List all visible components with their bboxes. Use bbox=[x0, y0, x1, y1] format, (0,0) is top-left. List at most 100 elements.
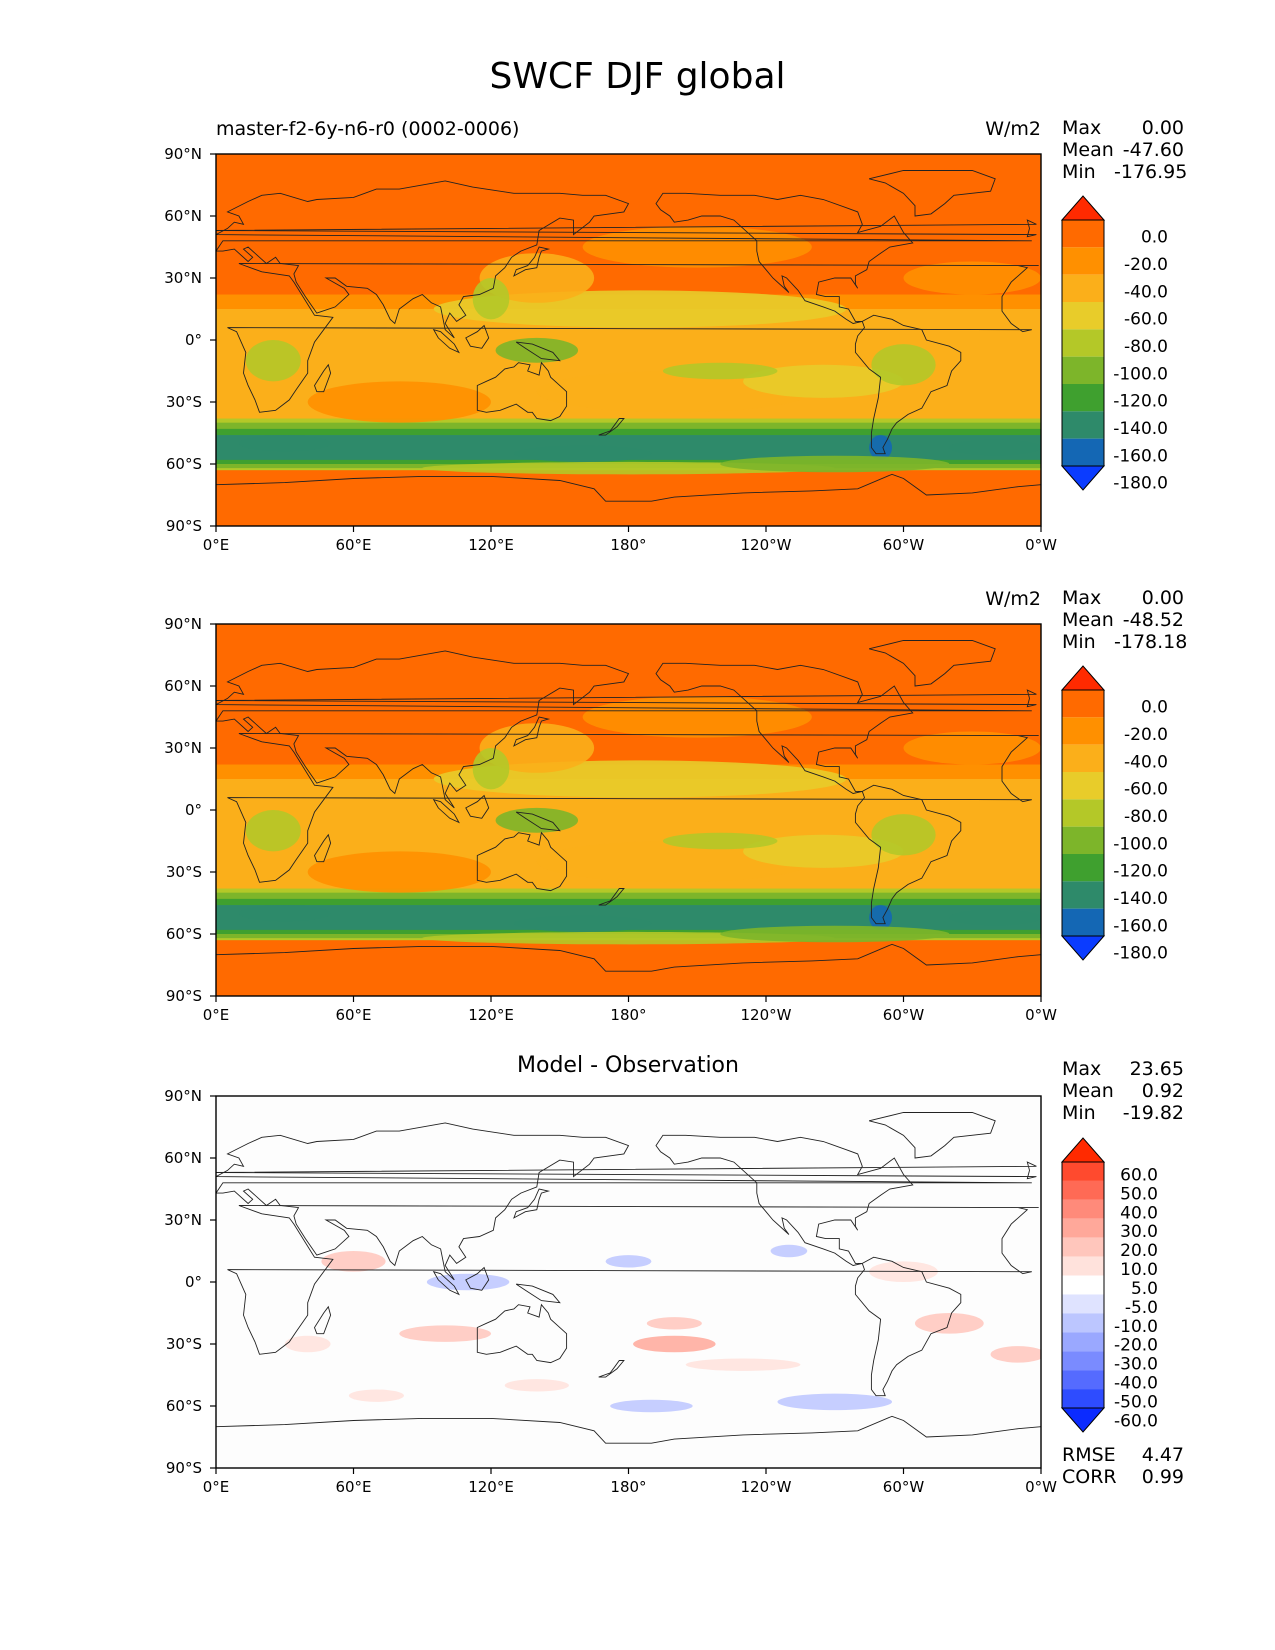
colorbar-swatch bbox=[1062, 881, 1104, 909]
colorbar-swatch bbox=[1062, 220, 1104, 248]
lat-tick-label: 60°S bbox=[166, 1397, 202, 1415]
lat-tick-label: 30°N bbox=[164, 739, 202, 757]
lat-tick-label: 60°S bbox=[166, 455, 202, 473]
panel-units: W/m2 bbox=[985, 588, 1041, 610]
colorbar-level-label: -40.0 bbox=[1124, 282, 1168, 302]
lon-tick-label: 120°W bbox=[741, 536, 792, 554]
colorbar-level-label: -20.0 bbox=[1124, 725, 1168, 745]
colorbar-level-label: -180.0 bbox=[1113, 474, 1168, 494]
colorbar-level-label: -80.0 bbox=[1124, 807, 1168, 827]
map-panel-diff: Model - Observation 90°N 60°N 30°N 0° 30°S 60… bbox=[164, 1053, 1158, 1496]
lon-tick-label: 60°E bbox=[335, 1478, 371, 1496]
colorbar-swatch bbox=[1062, 1351, 1104, 1371]
colorbar-extend-bottom bbox=[1060, 1407, 1106, 1433]
lon-tick-label: 120°W bbox=[741, 1006, 792, 1024]
colorbar-swatch bbox=[1062, 274, 1104, 302]
colorbar-extend-top bbox=[1060, 665, 1106, 691]
colorbar-extend-bottom bbox=[1060, 465, 1106, 491]
colorbar-level-label: -100.0 bbox=[1113, 834, 1168, 854]
colorbar-swatch bbox=[1062, 1162, 1104, 1181]
lon-tick-label: 180° bbox=[610, 1006, 646, 1024]
colorbar-swatch bbox=[1062, 1370, 1104, 1390]
contour-field bbox=[216, 624, 1041, 996]
lat-tick-label: 90°S bbox=[166, 987, 202, 1005]
colorbar-level-label: -20.0 bbox=[1124, 255, 1168, 275]
lat-tick-label: 60°N bbox=[164, 1149, 202, 1167]
lat-tick-label: 30°S bbox=[166, 1335, 202, 1353]
stat-mean: Mean -47.60 bbox=[1062, 139, 1184, 161]
colorbar-swatch bbox=[1062, 247, 1104, 275]
lon-tick-label: 60°W bbox=[883, 1478, 925, 1496]
lon-tick-label: 120°W bbox=[741, 1478, 792, 1496]
colorbar-level-label: -20.0 bbox=[1114, 1336, 1158, 1356]
colorbar-level-label: -40.0 bbox=[1124, 752, 1168, 772]
colorbar-level-label: -160.0 bbox=[1113, 916, 1168, 936]
colorbar-swatch bbox=[1062, 1237, 1104, 1257]
colorbar-swatch bbox=[1062, 302, 1104, 330]
colorbar-swatch bbox=[1062, 356, 1104, 384]
stats-test: Max 0.00 Mean -47.60 Min -176.95 bbox=[1062, 117, 1187, 183]
colorbar-swatch bbox=[1062, 854, 1104, 882]
coastlines bbox=[216, 1112, 1041, 1468]
colorbar-extend-top bbox=[1060, 195, 1106, 221]
lat-tick-label: 30°S bbox=[166, 863, 202, 881]
colorbar-level-label: 50.0 bbox=[1120, 1184, 1158, 1204]
colorbar-swatch bbox=[1062, 1275, 1104, 1295]
colorbar-swatch bbox=[1062, 1332, 1104, 1352]
colorbar-level-label: -140.0 bbox=[1113, 889, 1168, 909]
colorbar-swatch bbox=[1062, 329, 1104, 357]
colorbar-level-label: 30.0 bbox=[1120, 1222, 1158, 1242]
colorbar-level-label: -60.0 bbox=[1124, 780, 1168, 800]
stats-diff-extra: RMSE 4.47 CORR 0.99 bbox=[1062, 1444, 1184, 1488]
colorbar-swatch bbox=[1062, 1313, 1104, 1333]
colorbar-swatch bbox=[1062, 908, 1104, 936]
stats-diff: Max 23.65 Mean 0.92 Min -19.82 bbox=[1062, 1058, 1184, 1124]
colorbar-level-label: -100.0 bbox=[1113, 364, 1168, 384]
lat-tick-label: 90°N bbox=[164, 145, 202, 163]
colorbar-level-label: 5.0 bbox=[1131, 1279, 1158, 1299]
stat-min: Min -178.18 bbox=[1062, 631, 1188, 653]
map-panel-test: master-f2-6y-n6-r0 (0002-0006) W/m2 90°N… bbox=[164, 118, 1168, 554]
colorbar-swatch bbox=[1062, 384, 1104, 412]
lat-tick-label: 90°S bbox=[166, 517, 202, 535]
colorbar-level-label: -180.0 bbox=[1113, 944, 1168, 964]
lon-tick-label: 60°E bbox=[335, 1006, 371, 1024]
colorbar-level-label: -5.0 bbox=[1125, 1298, 1158, 1318]
map-panel-reference: W/m2 90°N 60°N 30°N 0° 30°S 60°S 90°S0°E 60°E 12… bbox=[164, 588, 1168, 1024]
contour-field bbox=[216, 1096, 1041, 1468]
lon-tick-label: 120°E bbox=[468, 536, 514, 554]
stat-rmse: RMSE 4.47 bbox=[1062, 1444, 1184, 1466]
lat-tick-label: 60°S bbox=[166, 925, 202, 943]
lat-tick-label: 30°N bbox=[164, 269, 202, 287]
colorbar-swatch bbox=[1062, 411, 1104, 439]
colorbar-level-label: -30.0 bbox=[1114, 1355, 1158, 1375]
colorbar-extend-top bbox=[1060, 1137, 1106, 1163]
colorbar-swatch bbox=[1062, 1256, 1104, 1276]
colorbar-swatch bbox=[1062, 1389, 1104, 1408]
lat-tick-label: 0° bbox=[185, 331, 202, 349]
lon-tick-label: 120°E bbox=[468, 1006, 514, 1024]
colorbar-frame bbox=[1061, 689, 1105, 937]
colorbar-level-label: -50.0 bbox=[1114, 1393, 1158, 1413]
colorbar-level-label: -120.0 bbox=[1113, 862, 1168, 882]
lon-tick-label: 0°W bbox=[1025, 1478, 1057, 1496]
lon-tick-label: 180° bbox=[610, 536, 646, 554]
lon-tick-label: 120°E bbox=[468, 1478, 514, 1496]
lat-tick-label: 90°N bbox=[164, 1087, 202, 1105]
colorbar-level-label: 0.0 bbox=[1141, 228, 1168, 248]
lat-tick-label: 90°N bbox=[164, 615, 202, 633]
colorbar-level-label: 40.0 bbox=[1120, 1203, 1158, 1223]
coastlines bbox=[216, 170, 1041, 526]
colorbar-swatch bbox=[1062, 1199, 1104, 1219]
stats-reference: Max 0.00 Mean -48.52 Min -178.18 bbox=[1062, 587, 1188, 653]
colorbar-level-label: -140.0 bbox=[1113, 419, 1168, 439]
panel-units: W/m2 bbox=[985, 118, 1041, 140]
figure-title: SWCF DJF global bbox=[489, 56, 786, 97]
lon-tick-label: 180° bbox=[610, 1478, 646, 1496]
coastlines bbox=[216, 640, 1041, 996]
lat-tick-label: 0° bbox=[185, 1273, 202, 1291]
lon-tick-label: 60°W bbox=[883, 1006, 925, 1024]
lon-tick-label: 0°E bbox=[203, 1478, 230, 1496]
colorbar-swatch bbox=[1062, 799, 1104, 827]
lon-tick-label: 60°E bbox=[335, 536, 371, 554]
